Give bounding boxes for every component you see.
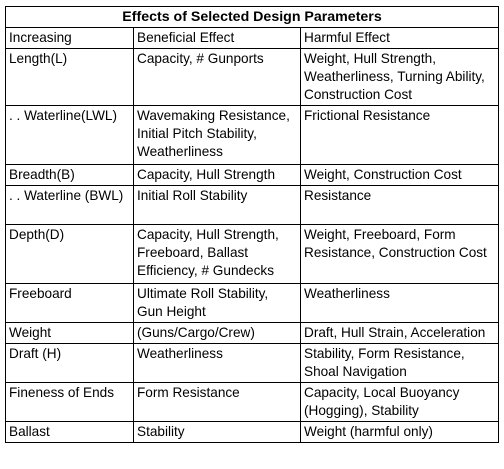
- table-row: Freeboard Ultimate Roll Stability, Gun H…: [5, 283, 500, 323]
- harmful-effect-cell: Draft, Hull Strain, Acceleration: [299, 322, 500, 344]
- harmful-effect-cell: Stability, Form Resistance, Shoal Naviga…: [299, 343, 500, 383]
- parameter-cell: Freeboard: [5, 283, 134, 323]
- beneficial-effect-cell: Ultimate Roll Stability, Gun Height: [133, 283, 301, 323]
- harmful-effect-cell: Resistance: [299, 185, 500, 225]
- parameter-cell: Depth(D): [5, 224, 134, 284]
- beneficial-effect-cell: Initial Roll Stability: [133, 185, 301, 225]
- harmful-effect-cell: Capacity, Local Buoyancy (Hogging), Stab…: [299, 382, 500, 422]
- beneficial-effect-cell: Stability: [133, 421, 301, 443]
- harmful-effect-cell: Weight, Freeboard, Form Resistance, Cons…: [299, 224, 500, 284]
- harmful-effect-cell: Frictional Resistance: [299, 105, 500, 165]
- table-row: Length(L) Capacity, # Gunports Weight, H…: [5, 48, 500, 106]
- harmful-effect-cell: Weight, Construction Cost: [299, 164, 500, 186]
- header-row: Increasing Beneficial Effect Harmful Eff…: [5, 27, 500, 49]
- parameter-cell: Weight: [5, 322, 134, 344]
- table-row: Fineness of Ends Form Resistance Capacit…: [5, 382, 500, 422]
- column-header-beneficial: Beneficial Effect: [133, 27, 301, 49]
- table-row: . . Waterline (BWL) Initial Roll Stabili…: [5, 185, 500, 225]
- parameter-cell: Breadth(B): [5, 164, 134, 186]
- parameter-cell: . . Waterline (BWL): [5, 185, 134, 225]
- parameter-cell: Draft (H): [5, 343, 134, 383]
- beneficial-effect-cell: Weatherliness: [133, 343, 301, 383]
- beneficial-effect-cell: Capacity, Hull Strength, Freeboard, Ball…: [133, 224, 301, 284]
- table-row: Weight (Guns/Cargo/Crew) Draft, Hull Str…: [5, 322, 500, 344]
- table-row: . . Waterline(LWL) Wavemaking Resistance…: [5, 105, 500, 165]
- parameter-cell: Ballast: [5, 421, 134, 443]
- harmful-effect-cell: Weight (harmful only): [299, 421, 500, 443]
- beneficial-effect-cell: Wavemaking Resistance, Initial Pitch Sta…: [133, 105, 301, 165]
- table-row: Draft (H) Weatherliness Stability, Form …: [5, 343, 500, 383]
- harmful-effect-cell: Weatherliness: [299, 283, 500, 323]
- table-row: Breadth(B) Capacity, Hull Strength Weigh…: [5, 164, 500, 186]
- table-row: Depth(D) Capacity, Hull Strength, Freebo…: [5, 224, 500, 284]
- beneficial-effect-cell: (Guns/Cargo/Crew): [133, 322, 301, 344]
- table-row: Ballast Stability Weight (harmful only): [5, 421, 500, 443]
- parameter-cell: . . Waterline(LWL): [5, 105, 134, 165]
- beneficial-effect-cell: Capacity, # Gunports: [133, 48, 301, 106]
- parameter-cell: Fineness of Ends: [5, 382, 134, 422]
- beneficial-effect-cell: Capacity, Hull Strength: [133, 164, 301, 186]
- design-parameters-table-container: Effects of Selected Design Parameters In…: [4, 6, 500, 443]
- column-header-increasing: Increasing: [5, 27, 134, 49]
- parameter-cell: Length(L): [5, 48, 134, 106]
- design-parameters-table: Effects of Selected Design Parameters In…: [4, 6, 500, 443]
- column-header-harmful: Harmful Effect: [299, 27, 500, 49]
- harmful-effect-cell: Weight, Hull Strength, Weatherliness, Tu…: [299, 48, 500, 106]
- table-title: Effects of Selected Design Parameters: [4, 6, 500, 28]
- beneficial-effect-cell: Form Resistance: [133, 382, 301, 422]
